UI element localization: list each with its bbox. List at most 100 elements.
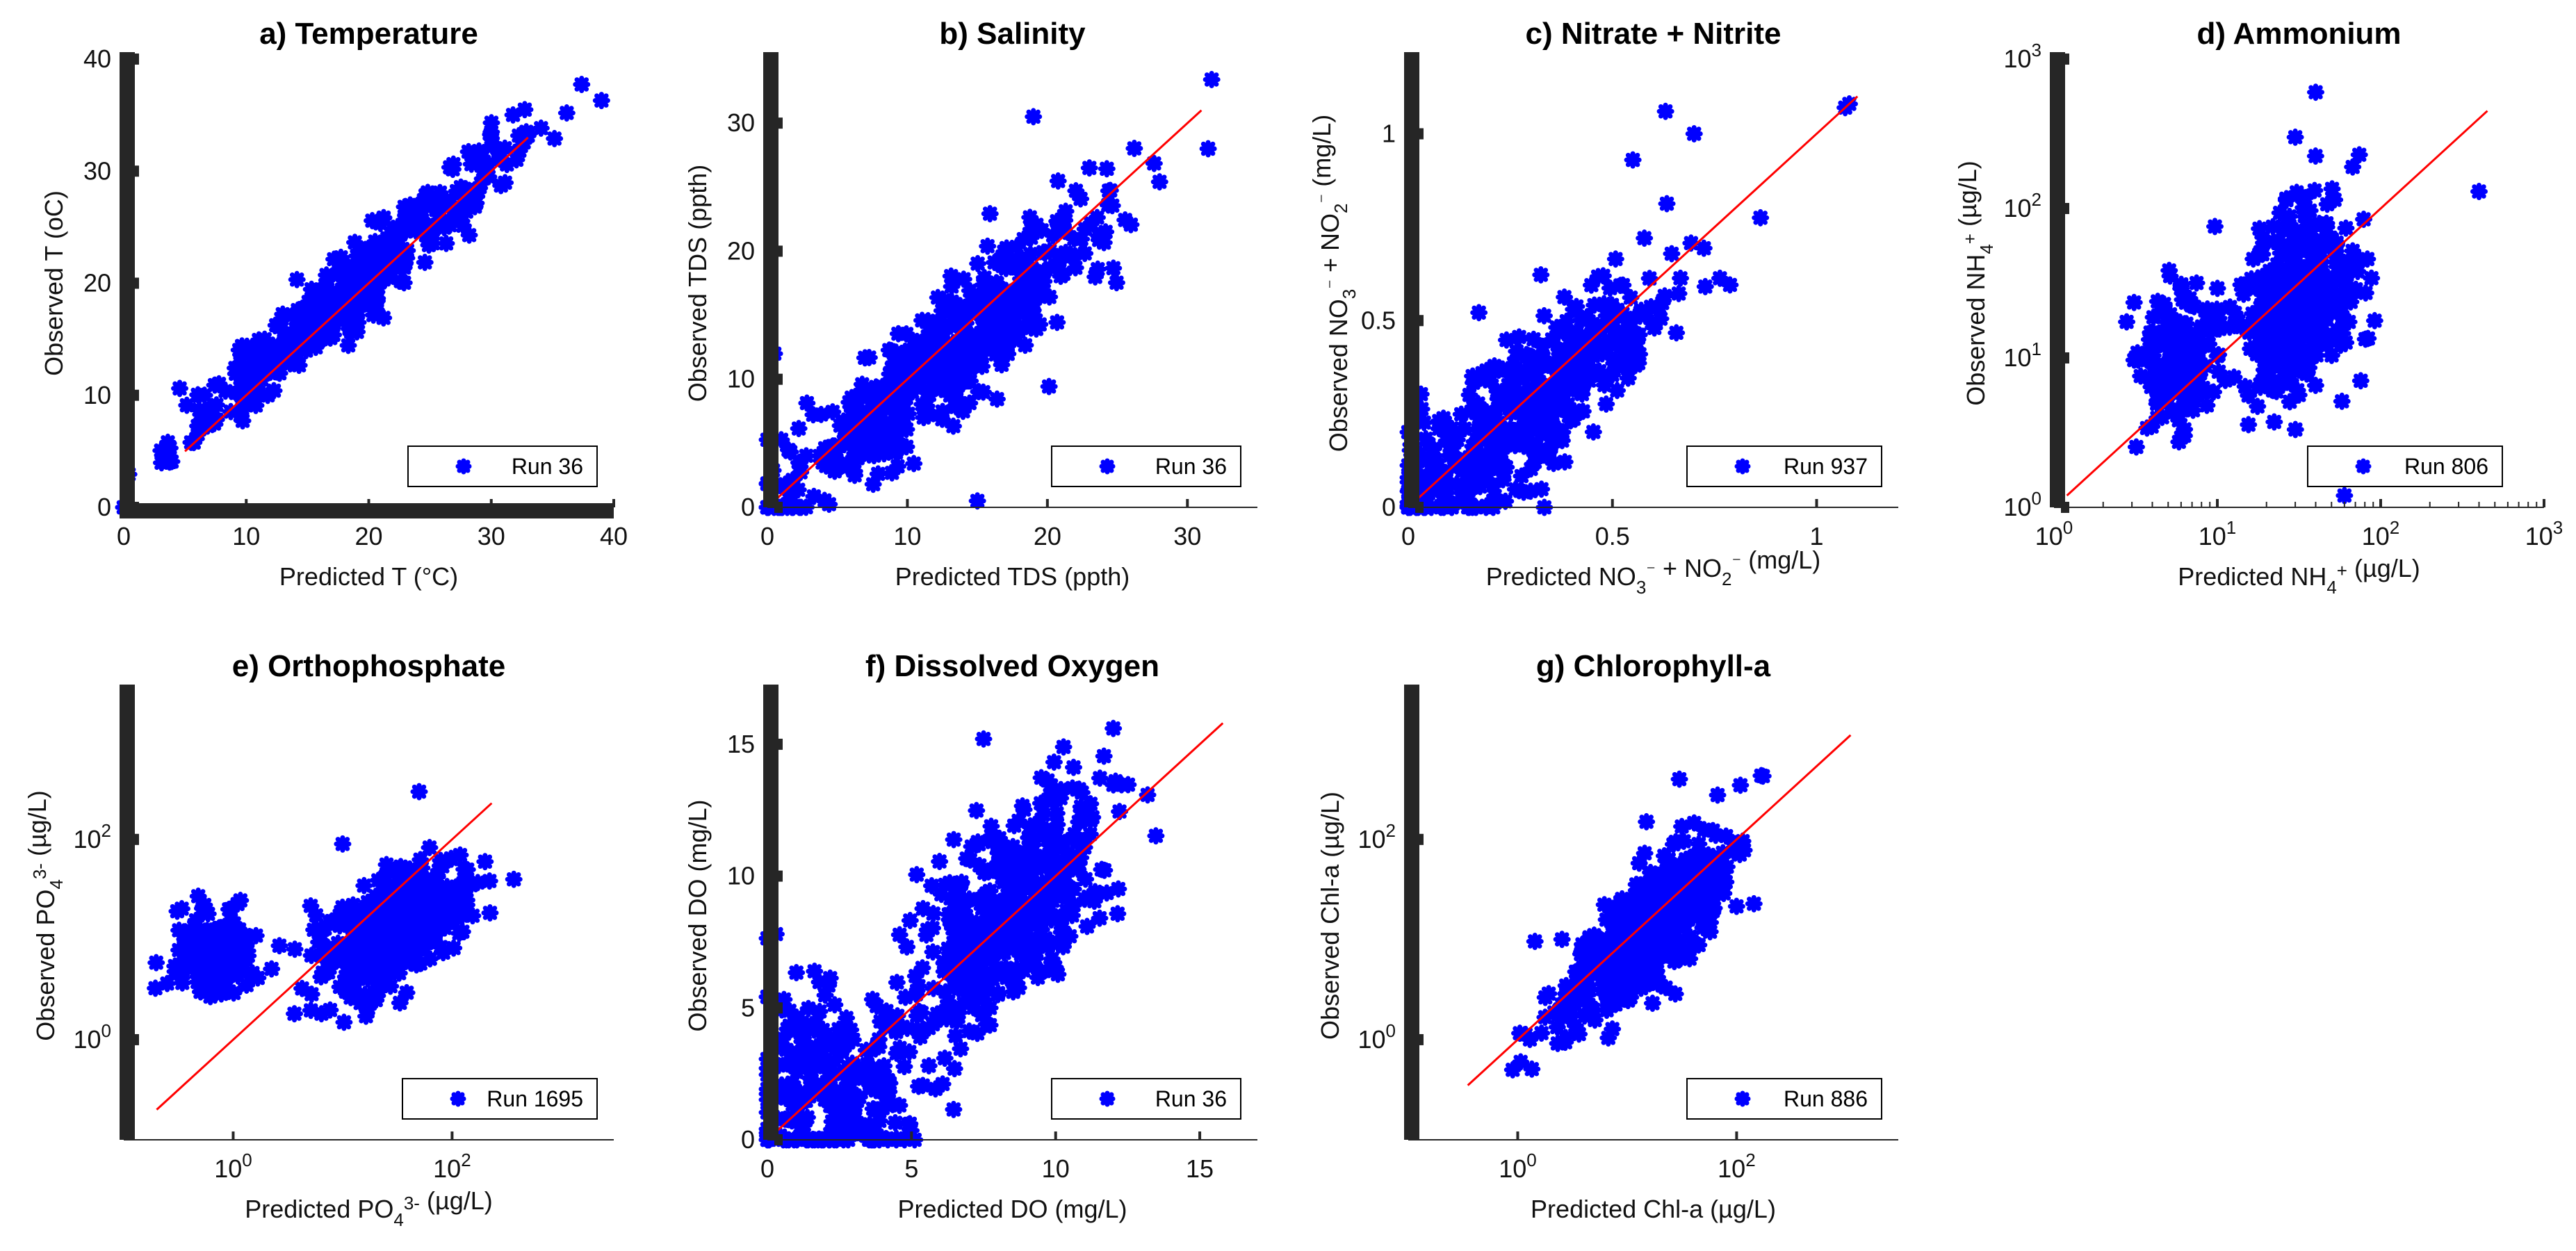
data-point	[325, 326, 343, 344]
data-point	[2169, 368, 2187, 386]
data-point	[934, 1075, 952, 1093]
chart-d: d) Ammonium 100 101 102 103 100 101 102 103 Predi…	[1953, 17, 2563, 598]
data-point	[1667, 833, 1685, 851]
data-point	[984, 310, 1002, 328]
data-point	[918, 926, 936, 944]
data-point	[862, 409, 880, 427]
data-point	[1063, 779, 1082, 797]
data-point	[339, 336, 357, 354]
data-point	[1111, 803, 1129, 821]
data-point	[1022, 262, 1041, 280]
scatter-points	[1399, 95, 1858, 516]
data-point	[2306, 83, 2324, 101]
data-point	[1654, 901, 1672, 919]
data-point	[1585, 296, 1604, 314]
data-point	[997, 251, 1015, 269]
y-tick	[774, 870, 783, 882]
data-point	[189, 888, 207, 906]
data-point	[2270, 231, 2288, 250]
data-point	[2260, 281, 2278, 300]
data-point	[1544, 358, 1562, 376]
data-point	[817, 1037, 835, 1055]
data-point	[380, 250, 398, 268]
data-point	[351, 988, 369, 1006]
data-point	[1625, 974, 1643, 992]
data-point	[1701, 923, 1719, 941]
data-point	[1638, 812, 1656, 831]
data-point	[1448, 431, 1466, 449]
data-point	[510, 142, 528, 160]
data-point	[833, 1023, 851, 1041]
data-point	[2356, 330, 2374, 348]
data-point	[1540, 443, 1558, 461]
data-point	[2247, 339, 2265, 357]
data-point	[975, 730, 993, 748]
data-point	[1039, 831, 1057, 849]
data-point	[964, 348, 982, 366]
data-point	[814, 1021, 832, 1039]
chart-title: e) Orthophosphate	[232, 649, 506, 683]
data-point	[917, 398, 935, 416]
data-point	[2365, 311, 2383, 329]
data-point	[913, 311, 931, 329]
data-point	[1483, 434, 1501, 452]
data-point	[1546, 389, 1564, 407]
data-point	[1437, 484, 1455, 502]
data-point	[219, 967, 237, 985]
data-point	[226, 954, 244, 972]
data-point	[229, 384, 247, 402]
data-point	[915, 409, 933, 427]
data-point	[949, 882, 967, 900]
data-point	[366, 233, 384, 251]
data-point	[334, 898, 352, 916]
data-point	[2290, 386, 2308, 404]
legend: Run 1695	[402, 1078, 598, 1120]
data-point	[1594, 366, 1612, 384]
data-point	[942, 267, 960, 285]
data-point	[331, 917, 349, 935]
data-point	[204, 923, 222, 941]
data-point	[936, 876, 954, 894]
data-point	[886, 375, 904, 393]
data-point	[1561, 1005, 1579, 1023]
data-point	[421, 950, 439, 968]
data-point	[438, 878, 456, 896]
x-tick-label: 102	[433, 1150, 471, 1183]
data-point	[314, 936, 332, 954]
data-point	[844, 1102, 862, 1120]
data-point	[910, 374, 928, 392]
y-tick	[774, 502, 783, 513]
data-point	[310, 296, 328, 314]
data-point	[312, 926, 330, 944]
data-point	[821, 1029, 839, 1047]
legend-marker	[1734, 458, 1751, 475]
data-point	[1040, 849, 1058, 867]
data-point	[924, 919, 942, 937]
data-point	[999, 897, 1017, 915]
data-point	[1734, 832, 1752, 850]
data-point	[798, 394, 816, 412]
data-point	[233, 337, 251, 355]
data-point	[1542, 411, 1560, 429]
data-point	[1604, 976, 1622, 995]
data-point	[1595, 295, 1613, 313]
data-point	[1702, 913, 1720, 931]
data-point	[366, 243, 384, 261]
data-point	[283, 334, 301, 352]
data-point	[973, 1006, 991, 1024]
data-point	[816, 986, 834, 1004]
data-point	[1415, 473, 1433, 491]
data-point	[863, 400, 881, 418]
data-point	[1645, 936, 1663, 954]
data-point	[913, 959, 931, 977]
identity-line	[156, 802, 493, 1111]
data-point	[1048, 313, 1066, 332]
data-point	[2176, 420, 2194, 439]
data-point	[961, 372, 979, 390]
data-point	[1017, 250, 1035, 268]
data-point	[954, 981, 972, 999]
data-point	[968, 801, 986, 819]
data-point	[963, 918, 981, 936]
data-point	[1632, 885, 1650, 903]
data-point	[222, 922, 241, 940]
